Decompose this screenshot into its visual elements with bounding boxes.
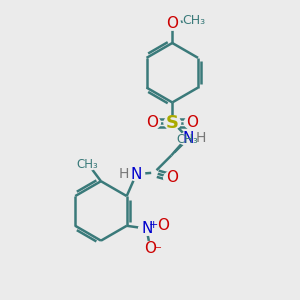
- Text: N: N: [183, 130, 194, 146]
- Text: ⁻: ⁻: [154, 244, 162, 259]
- Ellipse shape: [164, 116, 181, 129]
- Text: O: O: [146, 115, 158, 130]
- Ellipse shape: [139, 222, 155, 235]
- Text: S: S: [166, 114, 179, 132]
- Text: CH₃: CH₃: [177, 133, 199, 146]
- Text: H: H: [119, 167, 129, 181]
- Ellipse shape: [144, 116, 160, 129]
- Text: +: +: [149, 220, 158, 230]
- Text: N: N: [141, 221, 153, 236]
- Text: N: N: [130, 167, 142, 182]
- Ellipse shape: [118, 169, 130, 179]
- Ellipse shape: [78, 160, 97, 170]
- Ellipse shape: [155, 219, 172, 232]
- Ellipse shape: [195, 133, 207, 143]
- Text: O: O: [166, 16, 178, 31]
- Text: H: H: [196, 131, 206, 145]
- Ellipse shape: [184, 116, 201, 129]
- Ellipse shape: [142, 242, 158, 255]
- Text: O: O: [144, 241, 156, 256]
- Ellipse shape: [183, 14, 204, 26]
- Text: CH₃: CH₃: [183, 14, 206, 27]
- Ellipse shape: [178, 134, 197, 145]
- Text: O: O: [157, 218, 169, 233]
- Text: O: O: [166, 170, 178, 185]
- Ellipse shape: [164, 17, 181, 30]
- Ellipse shape: [128, 167, 145, 181]
- Text: O: O: [187, 115, 199, 130]
- Ellipse shape: [180, 132, 197, 145]
- Text: CH₃: CH₃: [77, 158, 98, 171]
- Ellipse shape: [164, 171, 180, 184]
